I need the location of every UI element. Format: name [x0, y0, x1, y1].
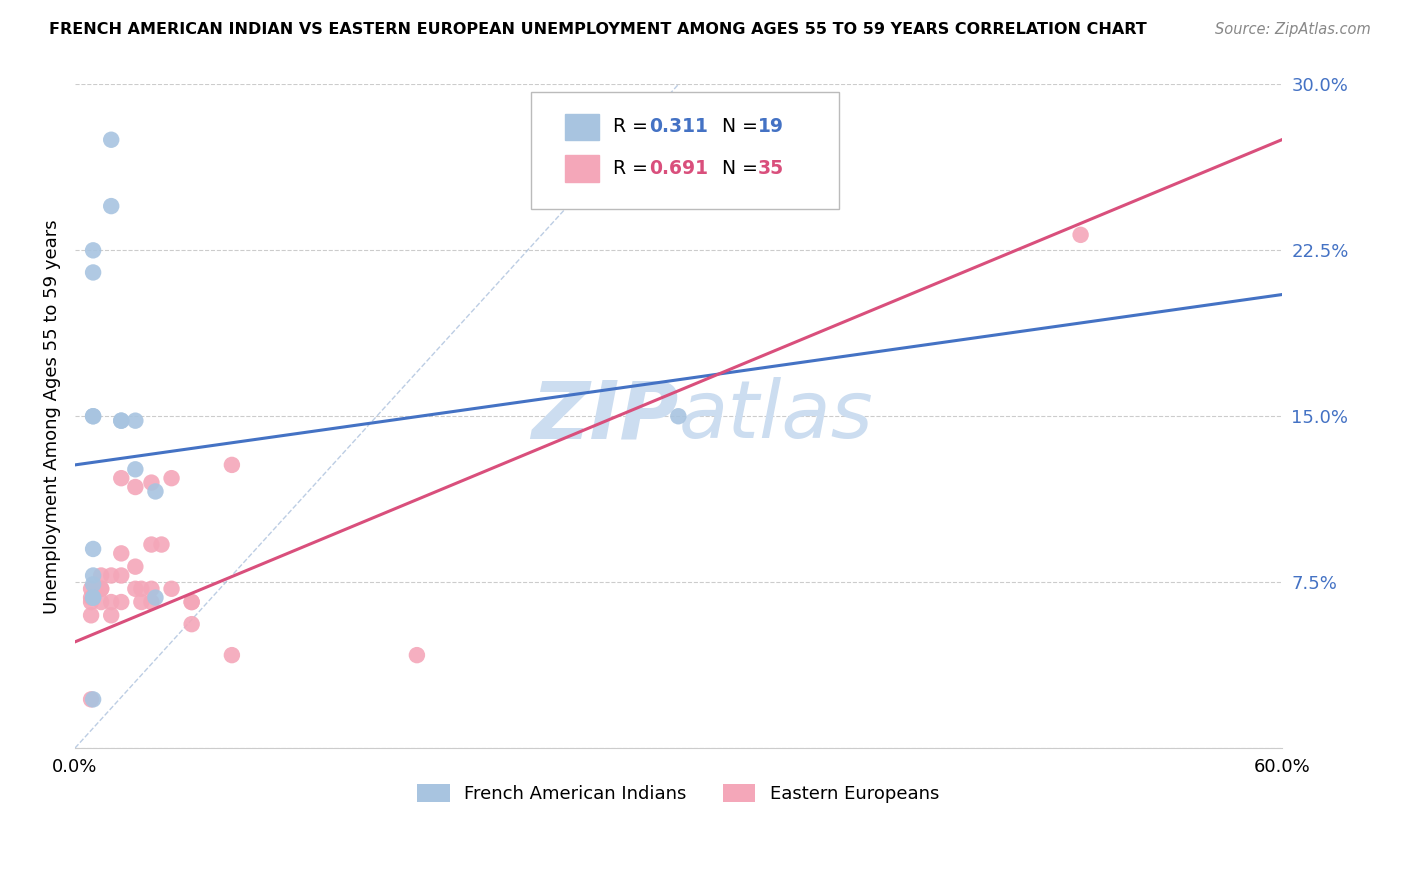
Point — [141, 595, 163, 609]
Point — [110, 414, 132, 428]
Point — [180, 595, 202, 609]
Point — [82, 577, 104, 591]
Point — [124, 462, 146, 476]
Point — [82, 541, 104, 556]
Point — [141, 582, 163, 596]
Y-axis label: Unemployment Among Ages 55 to 59 years: Unemployment Among Ages 55 to 59 years — [44, 219, 60, 614]
Text: N =: N = — [710, 159, 763, 178]
Point — [666, 409, 689, 424]
Point — [80, 595, 103, 609]
Text: R =: R = — [613, 159, 654, 178]
Text: 0.691: 0.691 — [650, 159, 709, 178]
Point — [110, 568, 132, 582]
Point — [1070, 227, 1092, 242]
Point — [100, 595, 122, 609]
Text: 0.311: 0.311 — [650, 118, 709, 136]
Point — [124, 480, 146, 494]
Bar — [565, 155, 599, 182]
Point — [221, 648, 243, 662]
Point — [124, 582, 146, 596]
Point — [160, 582, 183, 596]
Text: Source: ZipAtlas.com: Source: ZipAtlas.com — [1215, 22, 1371, 37]
Point — [82, 591, 104, 605]
Point — [100, 199, 122, 213]
Text: FRENCH AMERICAN INDIAN VS EASTERN EUROPEAN UNEMPLOYMENT AMONG AGES 55 TO 59 YEAR: FRENCH AMERICAN INDIAN VS EASTERN EUROPE… — [49, 22, 1147, 37]
Text: atlas: atlas — [678, 377, 873, 455]
Point — [90, 568, 112, 582]
Point — [82, 568, 104, 582]
Point — [406, 648, 429, 662]
Point — [80, 608, 103, 623]
Point — [110, 414, 132, 428]
Legend: French American Indians, Eastern Europeans: French American Indians, Eastern Europea… — [409, 774, 948, 812]
Text: N =: N = — [710, 118, 763, 136]
Point — [141, 475, 163, 490]
Point — [124, 414, 146, 428]
Point — [90, 582, 112, 596]
Point — [221, 458, 243, 472]
Point — [145, 484, 167, 499]
Point — [80, 591, 103, 605]
Point — [90, 582, 112, 596]
Point — [110, 471, 132, 485]
Point — [110, 595, 132, 609]
Point — [180, 595, 202, 609]
Point — [82, 265, 104, 279]
Point — [82, 409, 104, 424]
Text: R =: R = — [613, 118, 654, 136]
Point — [100, 133, 122, 147]
FancyBboxPatch shape — [531, 93, 839, 209]
Point — [150, 537, 173, 551]
Point — [124, 559, 146, 574]
Point — [160, 471, 183, 485]
Point — [100, 568, 122, 582]
Point — [100, 608, 122, 623]
Point — [80, 692, 103, 706]
Point — [90, 595, 112, 609]
Bar — [565, 113, 599, 140]
Point — [145, 591, 167, 605]
Point — [82, 591, 104, 605]
Text: 35: 35 — [758, 159, 785, 178]
Point — [131, 595, 153, 609]
Point — [80, 582, 103, 596]
Point — [82, 692, 104, 706]
Point — [141, 537, 163, 551]
Point — [131, 582, 153, 596]
Point — [82, 244, 104, 258]
Point — [110, 546, 132, 560]
Point — [180, 617, 202, 632]
Point — [82, 409, 104, 424]
Text: ZIP: ZIP — [531, 377, 678, 455]
Text: 19: 19 — [758, 118, 785, 136]
